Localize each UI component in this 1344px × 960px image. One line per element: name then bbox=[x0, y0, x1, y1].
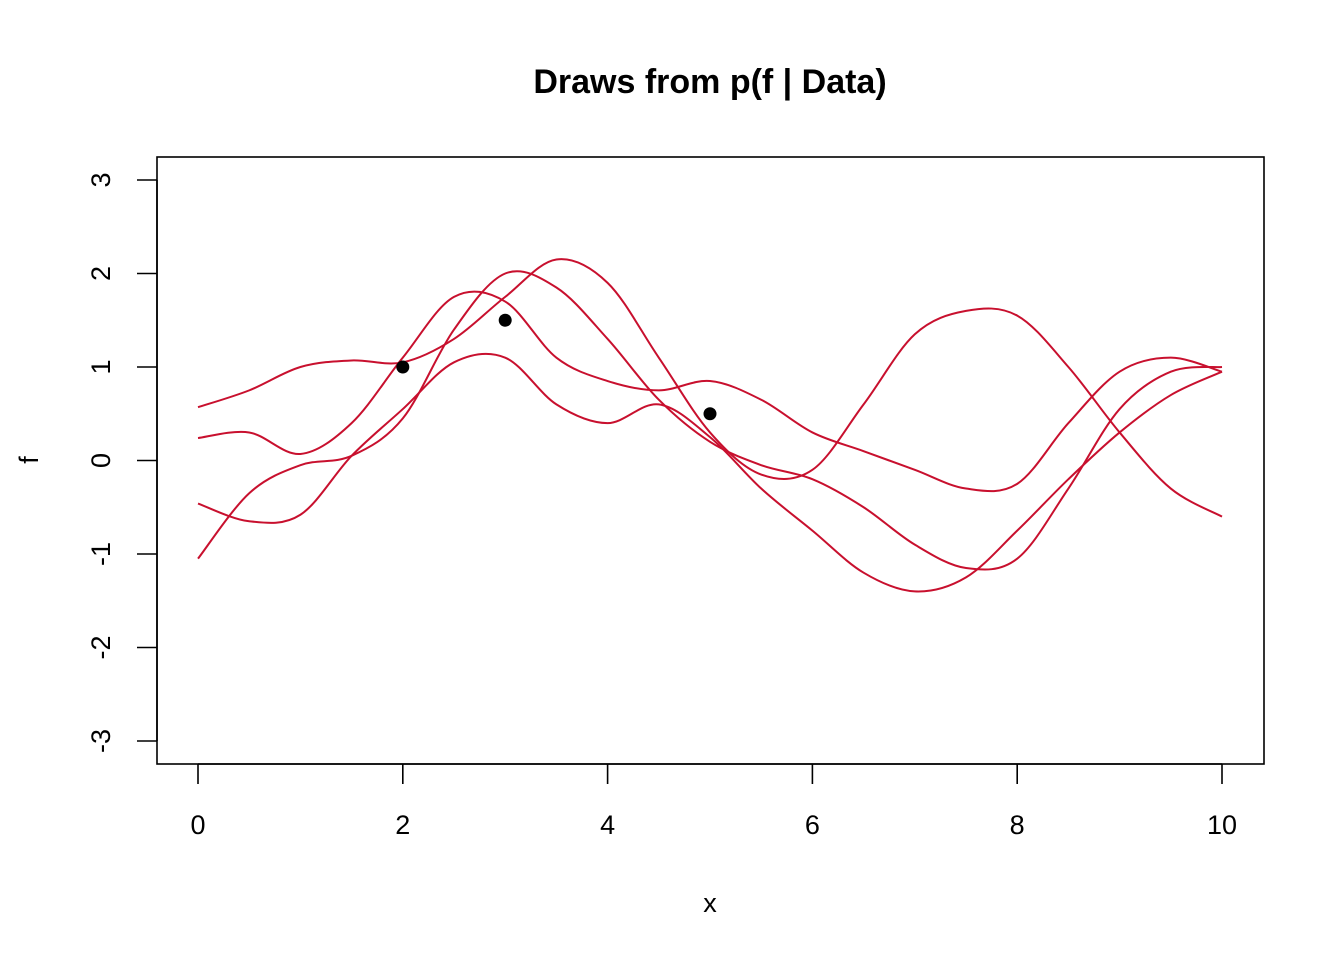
y-tick-label: 3 bbox=[86, 172, 116, 187]
y-tick-label: -3 bbox=[86, 729, 116, 753]
x-tick-label: 6 bbox=[805, 810, 820, 840]
y-tick-label: 2 bbox=[86, 266, 116, 281]
y-tick-label: -2 bbox=[86, 635, 116, 659]
observed-point-1 bbox=[396, 360, 410, 374]
x-axis-label: x bbox=[703, 888, 717, 918]
posterior-draw-line-4 bbox=[197, 270, 1223, 571]
y-axis: -3 -2 -1 0 1 2 3 bbox=[86, 172, 158, 753]
observed-points bbox=[396, 313, 717, 421]
y-tick-label: -1 bbox=[86, 542, 116, 566]
posterior-draw-line-1 bbox=[197, 258, 1223, 518]
x-tick-label: 10 bbox=[1207, 810, 1237, 840]
x-tick-label: 4 bbox=[600, 810, 615, 840]
chart-title: Draws from p(f | Data) bbox=[533, 63, 886, 101]
series-lines bbox=[197, 258, 1223, 593]
x-axis: 0 2 4 6 8 10 bbox=[190, 763, 1237, 840]
x-tick-label: 0 bbox=[190, 810, 205, 840]
y-axis-label: f bbox=[14, 456, 44, 464]
x-tick-label: 2 bbox=[395, 810, 410, 840]
x-tick-label: 8 bbox=[1010, 810, 1025, 840]
y-tick-label: 1 bbox=[86, 359, 116, 374]
posterior-draw-line-2 bbox=[197, 290, 1223, 493]
observed-point-3 bbox=[703, 407, 717, 421]
y-tick-label: 0 bbox=[86, 453, 116, 468]
posterior-draw-line-3 bbox=[197, 352, 1223, 593]
observed-point-2 bbox=[498, 313, 512, 327]
